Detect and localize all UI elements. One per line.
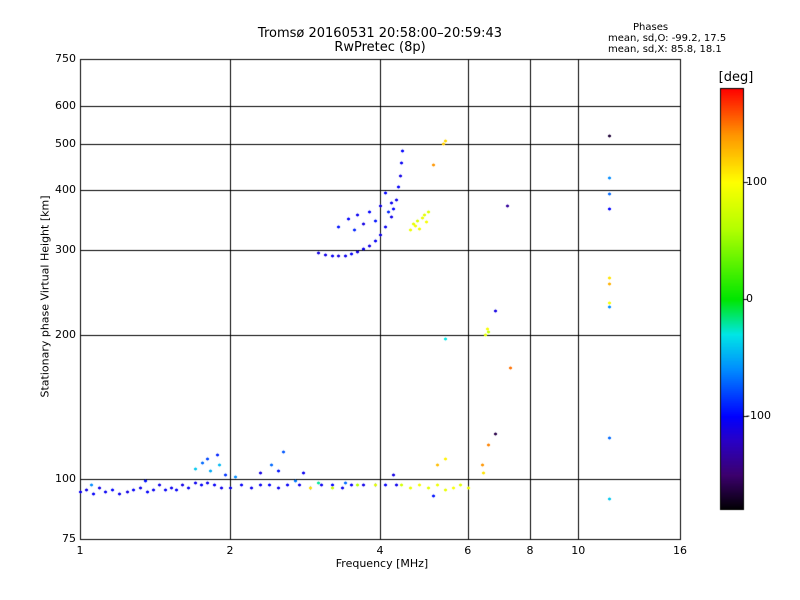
chart-title: Tromsø 20160531 20:58:00–20:59:43 — [257, 26, 503, 41]
x-tick-label: 8 — [526, 544, 534, 557]
x-tick-label: 2 — [226, 544, 234, 557]
chart-subtitle: RwPretec (8p) — [334, 40, 426, 55]
y-axis-label: Stationary phase Virtual Height [km] — [38, 195, 52, 398]
x-axis-label: Frequency [MHz] — [335, 557, 429, 570]
colorbar-unit: [deg] — [718, 70, 754, 85]
x-tick-label: 1 — [76, 544, 84, 557]
x-tick-label: 4 — [376, 544, 384, 557]
x-tick-label: 6 — [464, 544, 472, 557]
colorbar-tick-label: -100 — [746, 409, 771, 423]
phases-heading: Phases — [633, 22, 669, 33]
phases-o-stats: mean, sd,O: -99.2, 17.5 — [608, 33, 727, 44]
colorbar-tick-label: 100 — [746, 174, 767, 188]
colorbar-tick-label: 0 — [746, 292, 753, 305]
y-tick-label: 750 — [55, 52, 76, 65]
y-tick-label: 300 — [55, 243, 76, 256]
phases-x-stats: mean, sd,X: 85.8, 18.1 — [608, 44, 722, 55]
y-tick-label: 200 — [55, 327, 76, 341]
y-tick-label: 75 — [62, 532, 76, 545]
y-tick-label: 100 — [55, 472, 76, 486]
y-tick-label: 500 — [55, 136, 76, 150]
x-tick-label: 16 — [673, 544, 687, 557]
y-tick-label: 600 — [55, 98, 76, 112]
x-tick-label: 10 — [571, 544, 586, 557]
y-tick-label: 400 — [55, 183, 76, 197]
